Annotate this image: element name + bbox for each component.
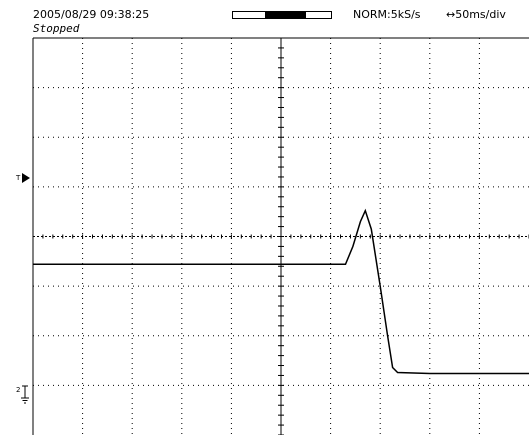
acquisition-status: Stopped xyxy=(33,22,80,35)
channel-2-ground-marker: 2 xyxy=(16,385,29,404)
channel-trace xyxy=(33,208,529,375)
memory-position-bar xyxy=(232,11,332,19)
timestamp: 2005/08/29 09:38:25 xyxy=(33,8,150,21)
trigger-level-marker: T xyxy=(15,173,30,183)
trigger-level-arrow xyxy=(22,173,30,183)
channel-2-label: 2 xyxy=(16,386,20,394)
ground-icon xyxy=(21,385,29,404)
graticule xyxy=(32,37,529,435)
acquisition-mode: NORM:5kS/s xyxy=(353,8,421,21)
timebase-readout: ↔50ms/div xyxy=(446,8,506,21)
memory-window-indicator xyxy=(265,12,307,18)
markers: T 2 xyxy=(15,173,30,404)
trigger-level-label: T xyxy=(15,174,21,182)
